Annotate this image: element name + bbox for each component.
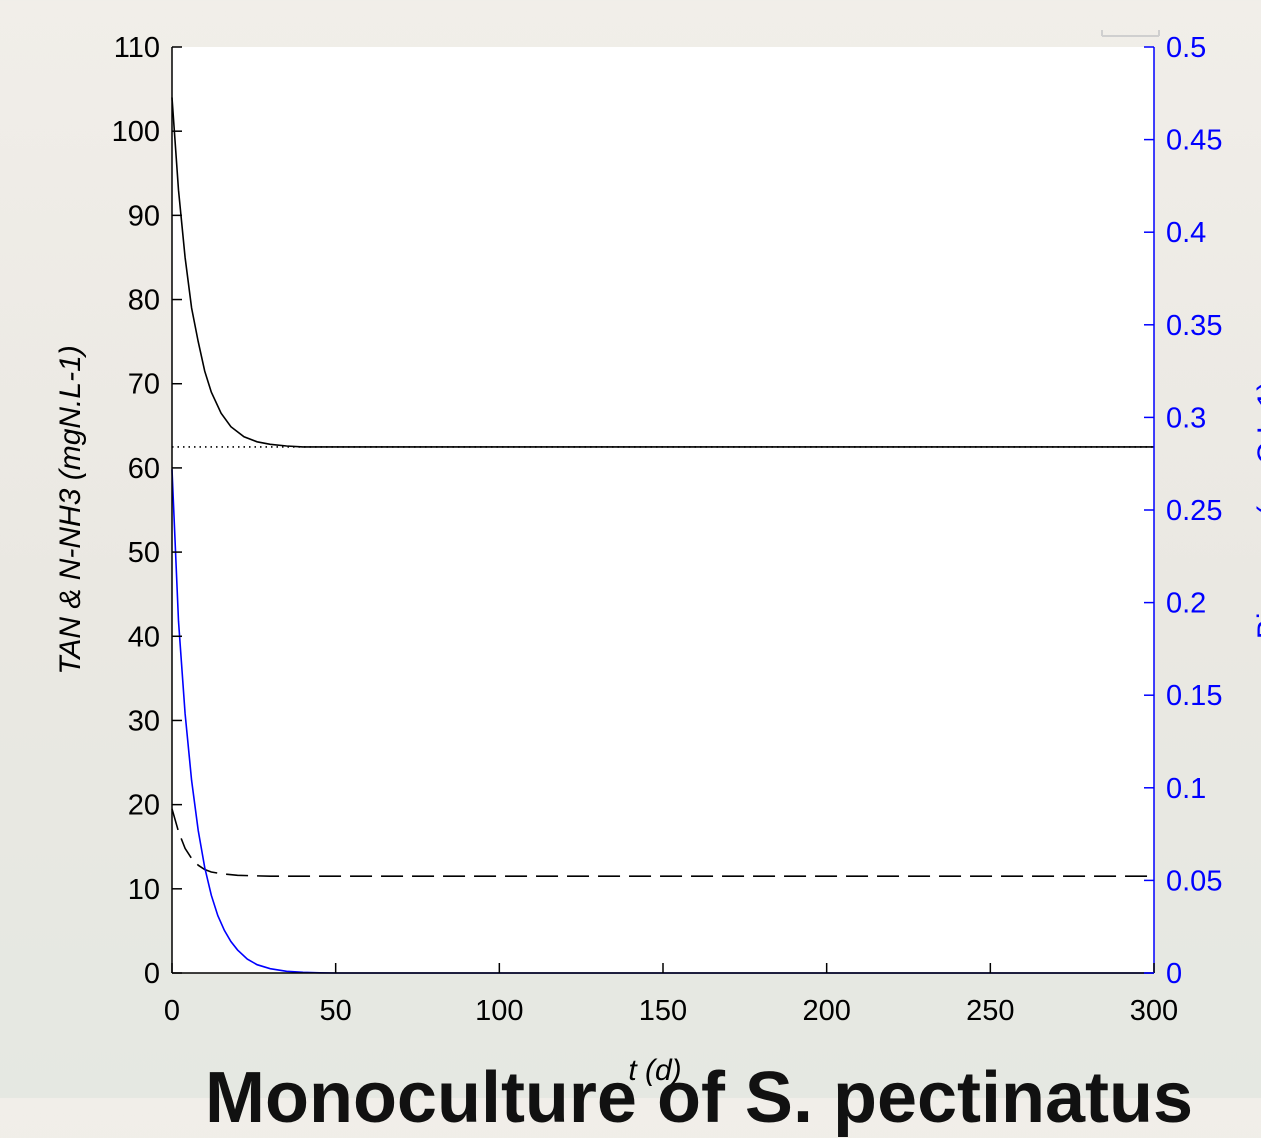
ticks-layer: 0 50 100 150 200 250 300 0 10 20 30 40 50 60 70 80 90 100… xyxy=(112,32,1223,1027)
y-left-tick-label: 80 xyxy=(128,285,160,317)
left-y-axis-label: TAN & N-NH3 (mgN.L-1) xyxy=(54,345,87,674)
chart-figure: 0 50 100 150 200 250 300 0 10 20 30 40 50 60 70 80 90 100… xyxy=(54,30,1261,1087)
y-right-tick-label: 0.35 xyxy=(1166,310,1222,342)
y-left-tick-label: 90 xyxy=(128,200,160,232)
slide-title: Monoculture of S. pectinatus xyxy=(205,1058,1194,1138)
x-tick-label: 50 xyxy=(320,995,352,1027)
y-right-tick-label: 0.25 xyxy=(1166,495,1222,527)
series-line-3-dashed xyxy=(171,808,1154,878)
y-left-tick-label: 30 xyxy=(128,705,160,737)
x-tick-label: 200 xyxy=(802,995,850,1027)
x-tick-label: 300 xyxy=(1130,995,1178,1027)
right-y-axis-label: Biomass (mgC.L-1) xyxy=(1252,381,1261,639)
y-right-tick-label: 0.15 xyxy=(1166,680,1222,712)
x-tick-label: 0 xyxy=(164,995,180,1027)
y-right-tick-label: 0.3 xyxy=(1166,402,1206,434)
y-left-tick-label: 0 xyxy=(144,958,160,990)
y-right-tick-label: 0.1 xyxy=(1166,773,1206,805)
plot-area xyxy=(172,47,1154,973)
y-right-tick-label: 0.2 xyxy=(1166,588,1206,620)
y-left-tick-label: 60 xyxy=(128,453,160,485)
y-right-tick-label: 0.4 xyxy=(1166,217,1206,249)
legend-box-fragment xyxy=(1101,30,1160,37)
y-left-tick-label: 10 xyxy=(128,874,160,906)
y-right-tick-label: 0 xyxy=(1166,958,1182,990)
y-left-tick-label: 100 xyxy=(112,116,160,148)
y-right-tick-label: 0.5 xyxy=(1166,32,1206,64)
y-right-tick-label: 0.45 xyxy=(1166,125,1222,157)
y-right-tick-label: 0.05 xyxy=(1166,865,1222,897)
x-tick-label: 150 xyxy=(639,995,687,1027)
x-axis-label: t (d) xyxy=(628,1054,681,1087)
x-tick-label: 250 xyxy=(966,995,1014,1027)
series-line-1-solid xyxy=(171,97,1154,448)
y-left-tick-label: 40 xyxy=(128,621,160,653)
y-left-tick-label: 70 xyxy=(128,369,160,401)
x-tick-label: 100 xyxy=(475,995,523,1027)
y-left-tick-label: 20 xyxy=(128,790,160,822)
y-left-tick-label: 110 xyxy=(114,32,160,64)
y-left-tick-label: 50 xyxy=(128,537,160,569)
